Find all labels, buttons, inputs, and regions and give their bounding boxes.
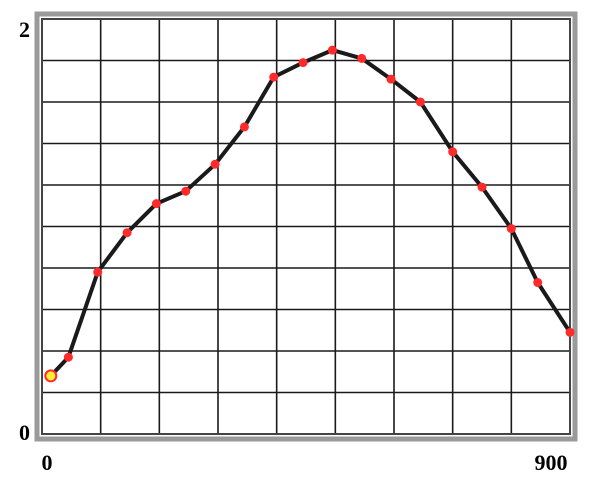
data-point-marker <box>533 278 543 288</box>
tick-labels: 2 00 900 <box>19 17 568 475</box>
data-point-marker <box>151 199 161 209</box>
data-point-marker <box>239 122 249 132</box>
start-point-marker <box>44 369 58 383</box>
data-point-marker <box>506 224 516 234</box>
plot-border <box>41 18 571 435</box>
data-point-marker <box>269 72 279 82</box>
data-point-marker <box>210 159 220 169</box>
data-point-marker <box>122 228 132 238</box>
chart-frame-outer <box>34 11 578 442</box>
series-layer <box>44 45 575 383</box>
data-point-marker <box>327 45 337 55</box>
y-tick-label-top: 2 <box>19 17 30 42</box>
data-point-marker <box>565 327 575 337</box>
data-point-marker <box>93 267 103 277</box>
data-point-marker <box>63 352 73 362</box>
data-point-marker <box>357 53 367 63</box>
y-tick-label-bottom: 0 <box>19 420 30 445</box>
grid <box>42 19 570 434</box>
series-line <box>48 48 572 378</box>
data-point-marker <box>181 186 191 196</box>
data-point-marker <box>415 97 425 107</box>
x-tick-label-right: 900 <box>535 450 568 475</box>
data-point-marker <box>386 74 396 84</box>
data-point-marker <box>298 58 308 68</box>
x-tick-label-left: 0 <box>42 450 53 475</box>
data-point-marker <box>448 147 458 157</box>
data-point-marker <box>477 182 487 192</box>
